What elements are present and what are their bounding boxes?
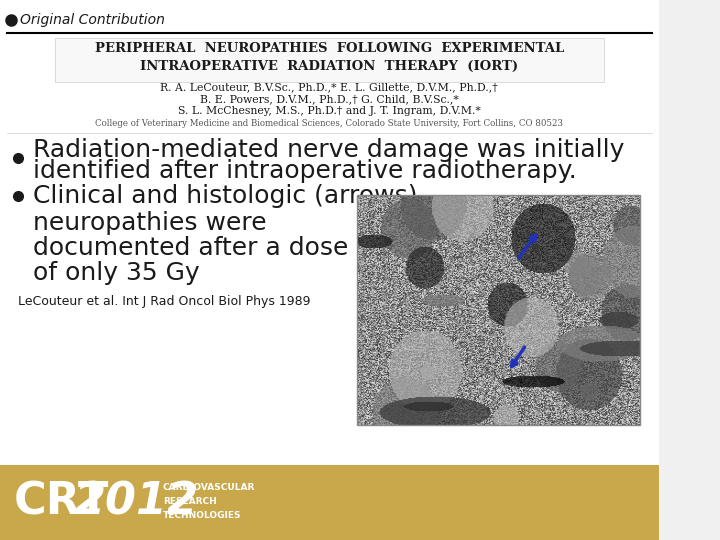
Text: Radiation-mediated nerve damage was initially: Radiation-mediated nerve damage was init…: [33, 138, 624, 162]
Text: RESEARCH: RESEARCH: [163, 497, 217, 507]
Text: CRT: CRT: [14, 481, 109, 523]
Text: R. A. LeCouteur, B.V.Sc., Ph.D.,* E. L. Gillette, D.V.M., Ph.D.,†: R. A. LeCouteur, B.V.Sc., Ph.D.,* E. L. …: [161, 82, 498, 92]
Text: documented after a dose: documented after a dose: [33, 236, 348, 260]
Text: B. E. Powers, D.V.M., Ph.D.,† G. Child, B.V.Sc.,*: B. E. Powers, D.V.M., Ph.D.,† G. Child, …: [200, 94, 459, 104]
Text: LeCouteur et al. Int J Rad Oncol Biol Phys 1989: LeCouteur et al. Int J Rad Oncol Biol Ph…: [18, 295, 311, 308]
Text: S. L. McChesney, M.S., Ph.D.† and J. T. Ingram, D.V.M.*: S. L. McChesney, M.S., Ph.D.† and J. T. …: [178, 106, 481, 116]
Text: TECHNOLOGIES: TECHNOLOGIES: [163, 511, 241, 521]
Text: INTRAOPERATIVE  RADIATION  THERAPY  (IORT): INTRAOPERATIVE RADIATION THERAPY (IORT): [140, 59, 518, 72]
Text: CARDIOVASCULAR: CARDIOVASCULAR: [163, 483, 255, 492]
Text: PERIPHERAL  NEUROPATHIES  FOLLOWING  EXPERIMENTAL: PERIPHERAL NEUROPATHIES FOLLOWING EXPERI…: [95, 42, 564, 55]
Text: Clinical and histologic (arrows): Clinical and histologic (arrows): [33, 184, 418, 208]
FancyBboxPatch shape: [55, 38, 604, 82]
FancyBboxPatch shape: [0, 0, 659, 465]
Text: 2012: 2012: [75, 481, 199, 523]
FancyBboxPatch shape: [0, 465, 659, 540]
Text: neuropathies were: neuropathies were: [33, 211, 266, 235]
Text: of only 35 Gy: of only 35 Gy: [33, 261, 199, 285]
Text: College of Veterinary Medicine and Biomedical Sciences, Colorado State Universit: College of Veterinary Medicine and Biome…: [96, 119, 563, 129]
Text: identified after intraoperative radiotherapy.: identified after intraoperative radiothe…: [33, 159, 577, 183]
Text: Original Contribution: Original Contribution: [20, 13, 165, 27]
